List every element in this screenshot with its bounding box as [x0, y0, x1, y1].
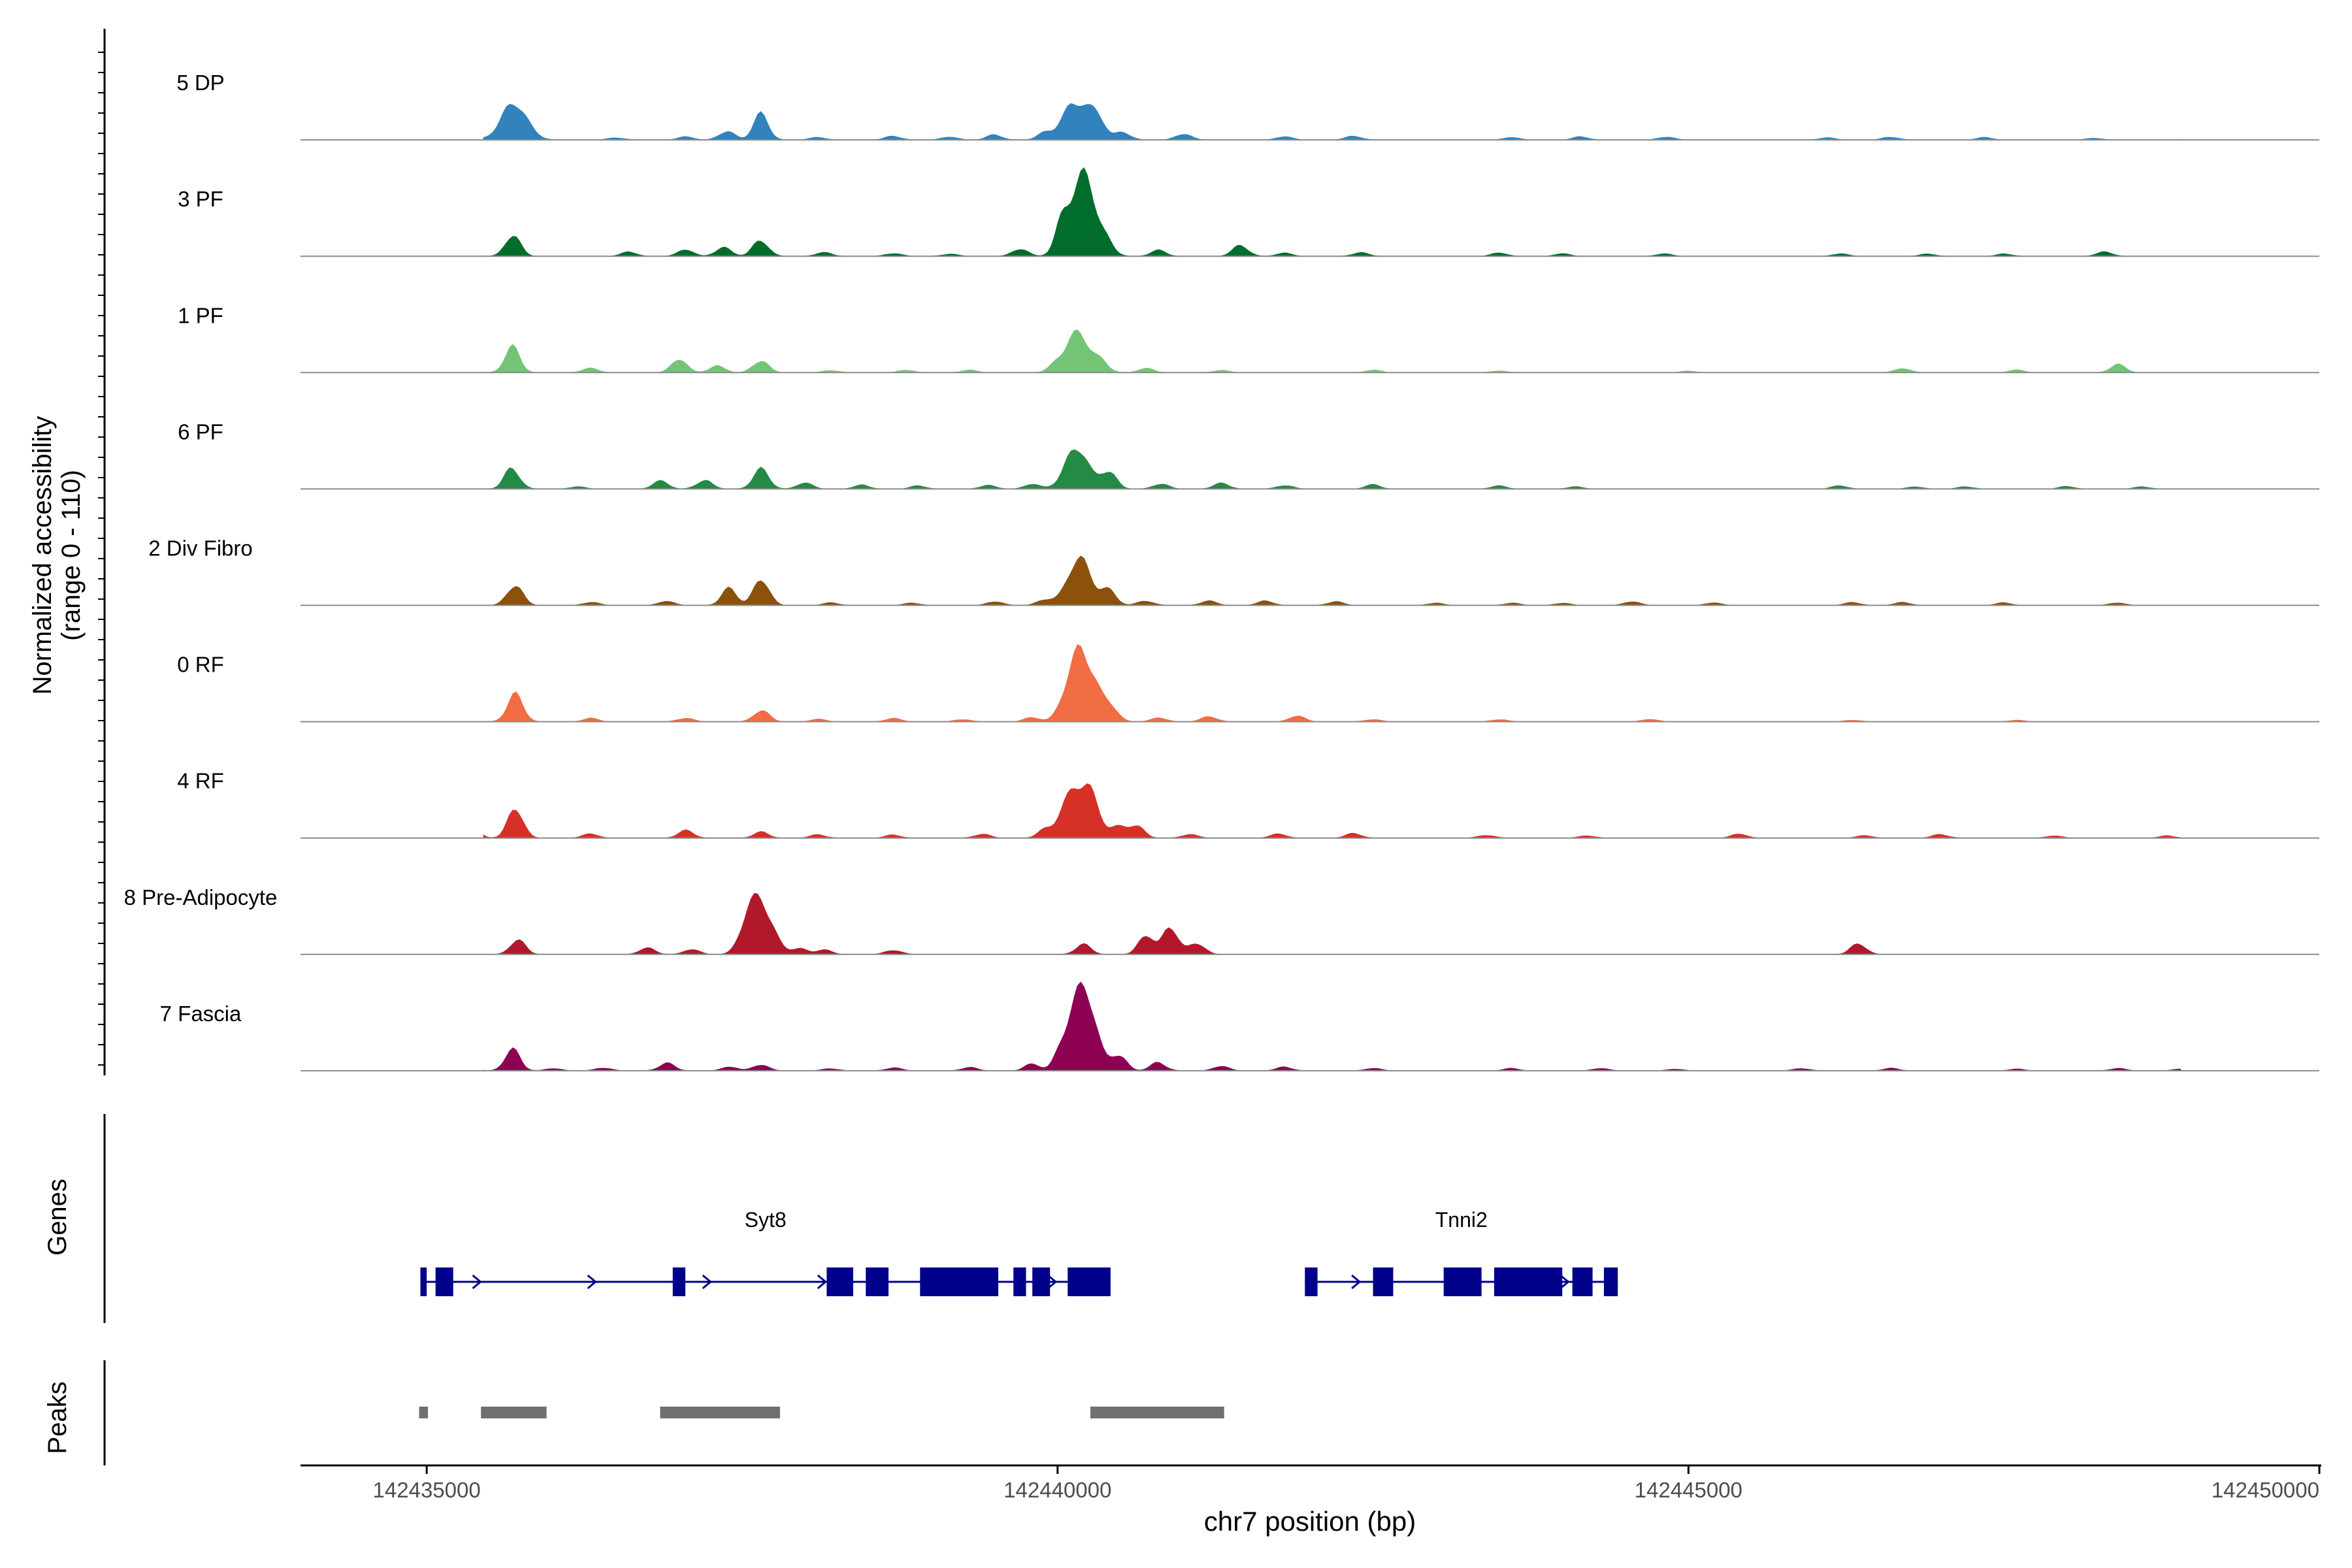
- strand-arrow: [1560, 1274, 1570, 1290]
- strand-arrow: [817, 1274, 828, 1290]
- strand-arrow: [587, 1274, 597, 1290]
- x-tick-label: 142440000: [1004, 1478, 1111, 1502]
- track-5: 0 RF: [177, 644, 2319, 723]
- peak-region: [481, 1407, 547, 1418]
- coverage-area: [483, 555, 2181, 606]
- track-0: 5 DP: [176, 71, 2319, 141]
- x-tick-label: 142445000: [1635, 1478, 1742, 1502]
- exon: [1443, 1267, 1482, 1296]
- track-label: 7 Fascia: [160, 1002, 242, 1026]
- track-label: 3 PF: [178, 187, 223, 211]
- track-label: 5 DP: [176, 71, 224, 95]
- exon: [1494, 1267, 1563, 1296]
- x-axis: 142435000 142440000 142445000 142450000: [301, 1464, 2321, 1502]
- peak-region: [1090, 1407, 1224, 1418]
- track-8: 7 Fascia: [160, 981, 2319, 1071]
- exon: [1068, 1267, 1111, 1296]
- track-7: 8 Pre-Adipocyte: [124, 885, 2319, 955]
- coverage-area: [483, 329, 2181, 373]
- peaks-panel: [103, 1360, 1224, 1465]
- x-axis-label: chr7 position (bp): [1204, 1506, 1416, 1537]
- exon: [1572, 1267, 1593, 1296]
- track-label: 0 RF: [177, 653, 224, 677]
- gene-annotation-panel: Syt8 Tnni2: [103, 1114, 1618, 1323]
- track-label: 8 Pre-Adipocyte: [124, 885, 278, 909]
- track-1: 3 PF: [178, 167, 2319, 257]
- peak-region: [419, 1407, 429, 1418]
- coverage-area: [483, 644, 2181, 723]
- exon: [1373, 1267, 1394, 1296]
- coverage-area: [483, 103, 2181, 140]
- track-label: 1 PF: [178, 303, 223, 327]
- exon: [1305, 1267, 1318, 1296]
- coverage-area: [483, 783, 2181, 839]
- y-axis-label-line2: (range 0 - 110): [57, 470, 86, 641]
- exon: [672, 1267, 686, 1296]
- accessibility-tracks: 5 DP 3 PF 1 PF 6 PF 2 Div Fibro 0 RF 4 RF 8 Pre…: [98, 29, 2319, 1075]
- exon: [1013, 1267, 1026, 1296]
- gene-tnni2: Tnni2: [1305, 1208, 1618, 1296]
- track-label: 2 Div Fibro: [148, 536, 253, 561]
- track-label: 4 RF: [177, 769, 224, 793]
- gene-name: Tnni2: [1435, 1208, 1488, 1232]
- coverage-area: [483, 167, 2181, 257]
- exon: [1603, 1267, 1618, 1296]
- coverage-area: [483, 981, 2181, 1071]
- strand-arrow: [472, 1274, 482, 1290]
- genes-panel-label: Genes: [43, 1179, 72, 1256]
- track-3: 6 PF: [178, 419, 2319, 490]
- exon: [420, 1267, 427, 1296]
- strand-arrow: [1351, 1274, 1362, 1290]
- peaks-panel-label: Peaks: [43, 1381, 72, 1454]
- track-4: 2 Div Fibro: [148, 536, 2319, 606]
- peak-region: [660, 1407, 780, 1418]
- gene-name: Syt8: [745, 1208, 787, 1232]
- track-6: 4 RF: [177, 769, 2319, 839]
- strand-arrow: [702, 1274, 712, 1290]
- y-axis: [98, 29, 106, 1075]
- exon: [826, 1267, 853, 1296]
- gene-syt8: Syt8: [420, 1208, 1111, 1296]
- track-2: 1 PF: [178, 303, 2319, 374]
- exon: [920, 1267, 998, 1296]
- exon: [866, 1267, 889, 1296]
- strand-arrow: [1047, 1274, 1058, 1290]
- exon: [1032, 1267, 1051, 1296]
- x-tick-label: 142450000: [2212, 1478, 2319, 1502]
- exon: [435, 1267, 453, 1296]
- coverage-area: [483, 892, 2181, 955]
- x-tick-label: 142435000: [373, 1478, 481, 1502]
- coverage-area: [483, 449, 2181, 489]
- track-label: 6 PF: [178, 419, 223, 444]
- y-axis-label-line1: Normalized accessibility: [28, 416, 57, 695]
